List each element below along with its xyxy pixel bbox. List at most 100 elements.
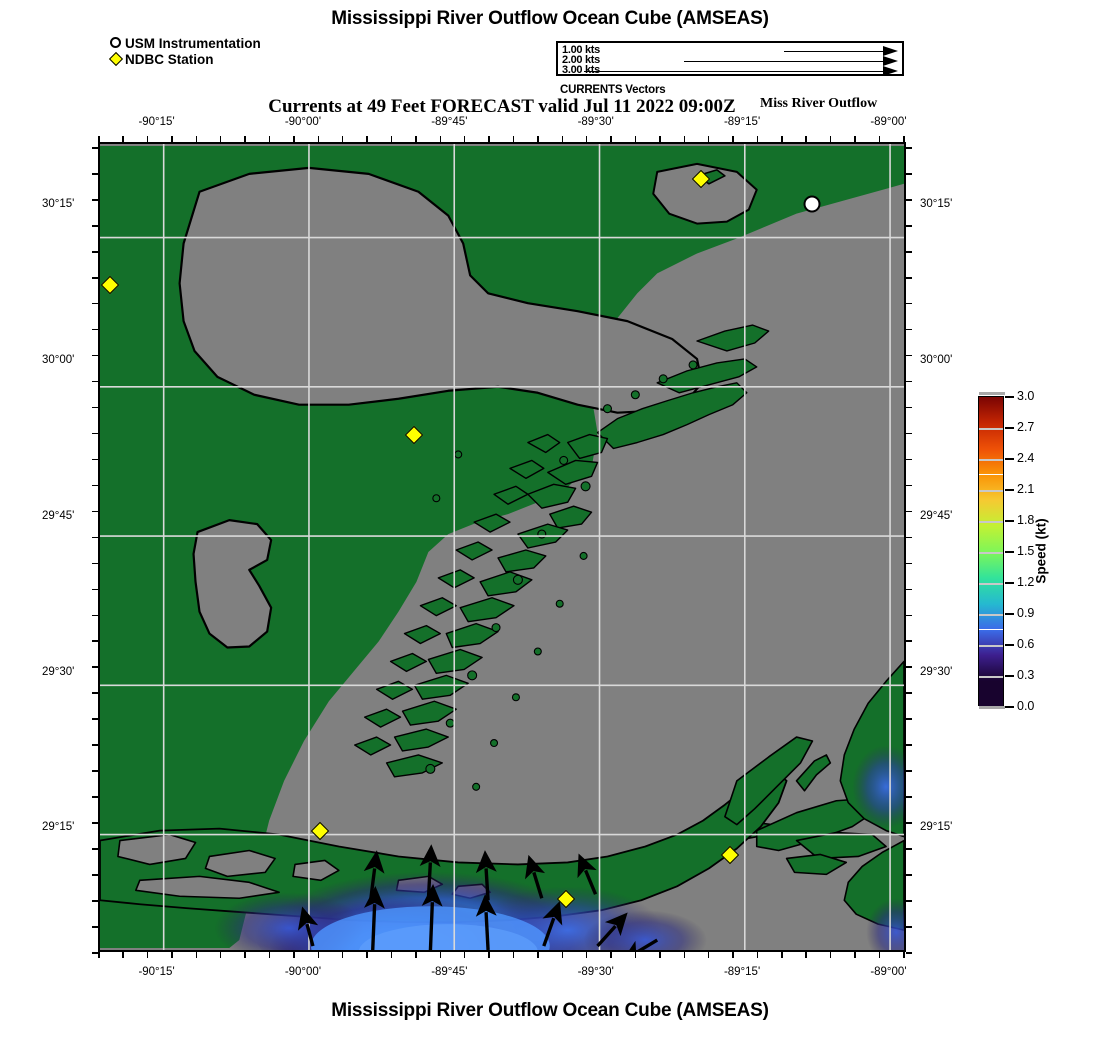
lon-tick-top	[366, 136, 368, 142]
vector-legend-row: 1.00 kts	[558, 45, 902, 57]
lat-tick-left	[92, 744, 98, 746]
lat-tick-left	[92, 848, 98, 850]
lon-label-bottom: -89°00'	[870, 966, 907, 978]
lat-tick-left	[92, 406, 98, 409]
lon-tick-bottom	[659, 952, 661, 958]
lat-tick-right	[906, 199, 912, 201]
lat-tick-left	[92, 354, 98, 357]
colorbar-tick	[1005, 489, 1014, 491]
lat-tick-right	[906, 718, 912, 720]
lon-tick-top	[585, 136, 588, 142]
lat-tick-left	[92, 926, 98, 928]
circle-marker-icon	[108, 36, 125, 52]
colorbar-tick	[1005, 458, 1014, 460]
map-subtitle: Currents at 49 Feet FORECAST valid Jul 1…	[268, 96, 736, 117]
colorbar-segment	[979, 474, 1003, 501]
colorbar-tick	[1005, 396, 1014, 398]
vector-legend-arrowhead	[883, 56, 898, 66]
legend-item-usm: USM Instrumentation	[108, 36, 261, 52]
lat-tick-right	[906, 952, 912, 954]
lon-tick-bottom	[878, 952, 881, 958]
lon-tick-top	[537, 136, 539, 142]
colorbar-separator	[979, 459, 1003, 461]
lon-label-top: -89°00'	[870, 116, 907, 128]
colorbar: 3.0 2.7 2.4 2.1 1.8 1.5 1.2 0.9 0.6 0.3 0.0	[978, 389, 1034, 713]
colorbar-segment	[979, 629, 1003, 656]
lon-tick-top	[854, 136, 856, 142]
lon-label-bottom: -90°00'	[284, 966, 322, 978]
lon-label-top: -89°30'	[577, 116, 614, 128]
lat-tick-right	[906, 458, 912, 461]
colorbar-end-cap	[979, 706, 1005, 709]
lon-label-bottom: -90°15'	[138, 966, 175, 978]
lat-tick-right	[906, 666, 912, 668]
lon-tick-top	[463, 136, 466, 142]
colorbar-tick	[1005, 551, 1014, 553]
lat-tick-left	[92, 251, 98, 253]
vector-legend-row: 2.00 kts	[558, 54, 902, 67]
usm-instrumentation-marker[interactable]	[803, 195, 821, 213]
lat-tick-right	[906, 692, 912, 694]
lat-tick-right	[906, 900, 912, 902]
lon-tick-bottom	[781, 952, 783, 958]
lat-tick-left	[92, 277, 98, 279]
lat-tick-left	[92, 614, 98, 616]
lon-tick-bottom	[341, 952, 344, 958]
lon-tick-bottom	[244, 952, 246, 958]
lat-tick-left	[92, 510, 98, 513]
lon-tick-top	[219, 136, 222, 142]
lon-tick-top	[439, 136, 442, 142]
colorbar-tick-label: 0.3	[1017, 668, 1035, 682]
lon-tick-top	[415, 136, 417, 142]
lon-tick-bottom	[805, 952, 807, 958]
lon-tick-top	[488, 136, 490, 142]
lat-tick-right	[906, 614, 912, 616]
colorbar-tick-label: 1.2	[1017, 575, 1035, 589]
page-title: Mississippi River Outflow Ocean Cube (AM…	[331, 8, 769, 29]
colorbar-tick-label: 2.4	[1017, 451, 1035, 465]
vector-legend-arrowhead	[883, 46, 898, 56]
colorbar-tick-label: 2.7	[1017, 420, 1035, 434]
vector-scale-legend: 1.00 kts 2.00 kts 3.00 kts	[556, 41, 904, 76]
vector-legend-label: 2.00 kts	[562, 54, 600, 66]
lat-label-right: 29°45'	[920, 509, 953, 522]
map-canvas	[100, 144, 904, 950]
lon-label-top: -90°15'	[138, 116, 175, 128]
lon-tick-bottom	[463, 952, 466, 958]
lat-tick-right	[906, 406, 912, 409]
lon-tick-bottom	[317, 952, 320, 958]
lon-tick-top	[561, 136, 564, 142]
colorbar-separator	[979, 521, 1003, 523]
lon-tick-top	[903, 136, 905, 142]
lat-tick-left	[92, 666, 98, 668]
lon-tick-bottom	[415, 952, 417, 958]
lat-tick-right	[906, 432, 912, 435]
lon-tick-bottom	[146, 952, 149, 958]
colorbar-tick-label: 0.6	[1017, 637, 1035, 651]
diamond-marker-icon	[108, 51, 125, 68]
lon-tick-top	[878, 136, 881, 142]
lat-tick-left	[92, 458, 98, 461]
colorbar-separator	[979, 490, 1003, 492]
lon-tick-bottom	[829, 952, 832, 958]
lat-tick-right	[906, 354, 912, 357]
marker-legend: USM Instrumentation NDBC Station	[108, 36, 261, 68]
map-frame[interactable]	[98, 142, 906, 952]
lon-tick-bottom	[98, 952, 100, 958]
vector-legend-row: 3.00 kts	[558, 65, 902, 77]
lon-tick-bottom	[756, 952, 759, 958]
lat-label-right: 30°15'	[920, 198, 953, 211]
lat-label-right: 29°30'	[920, 665, 953, 678]
lat-label-left: 30°00'	[42, 354, 75, 367]
colorbar-segment	[979, 552, 1003, 578]
lat-tick-left	[92, 718, 98, 720]
lat-tick-right	[906, 328, 912, 331]
lat-tick-right	[906, 225, 912, 227]
colorbar-segment	[979, 448, 1003, 475]
colorbar-separator	[979, 428, 1003, 430]
lat-tick-right	[906, 510, 912, 513]
colorbar-end-cap	[979, 392, 1005, 395]
footer-title: Mississippi River Outflow Ocean Cube (AM…	[331, 1000, 769, 1021]
lat-tick-left	[92, 432, 98, 435]
lon-tick-top	[756, 136, 759, 142]
